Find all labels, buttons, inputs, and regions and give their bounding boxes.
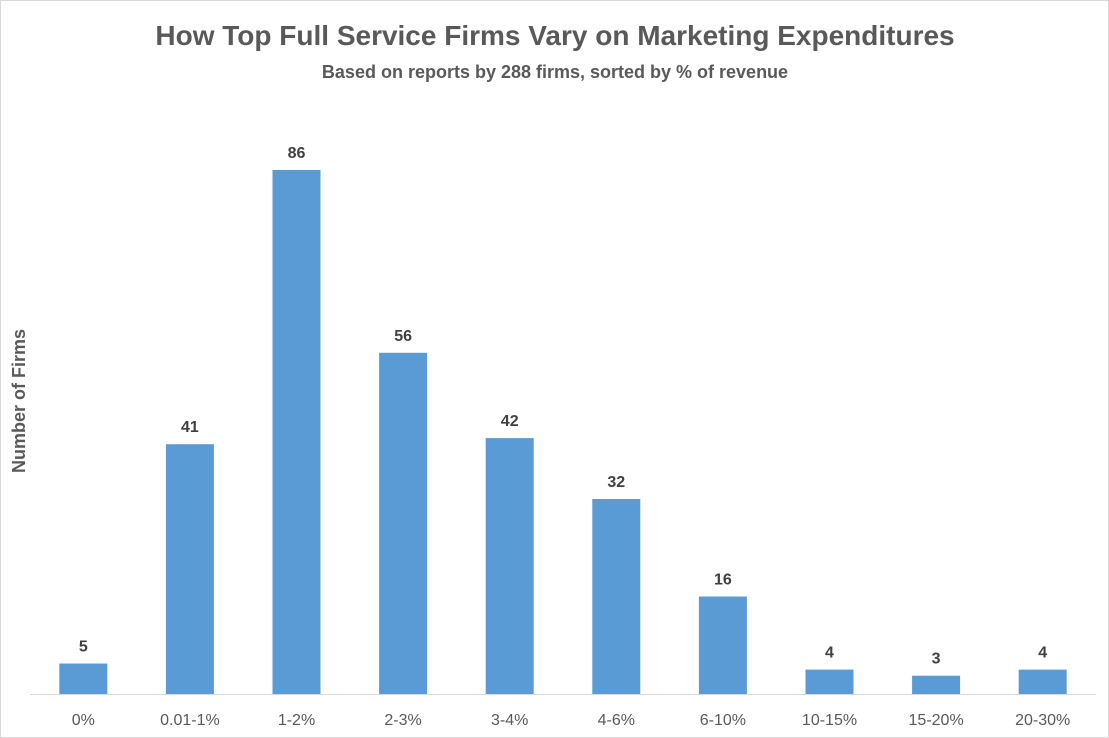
y-axis-label: Number of Firms [9, 329, 29, 473]
bar-1 [165, 444, 214, 694]
data-label: 16 [714, 572, 732, 589]
data-label: 4 [1038, 645, 1047, 662]
x-tick-label: 1-2% [278, 712, 315, 729]
bar-8 [912, 675, 961, 694]
x-tick-label: 10-15% [802, 712, 857, 729]
data-label: 3 [932, 651, 941, 668]
x-tick-label: 4-6% [598, 712, 635, 729]
x-tick-label: 2-3% [384, 712, 421, 729]
bar-7 [805, 669, 854, 694]
bar-5 [592, 499, 641, 694]
data-label: 56 [394, 328, 412, 345]
bar-3 [379, 352, 428, 694]
bar-9 [1018, 669, 1067, 694]
data-label: 4 [825, 645, 834, 662]
chart-title: How Top Full Service Firms Vary on Marke… [155, 20, 954, 51]
x-tick-label: 20-30% [1015, 712, 1070, 729]
data-label: 5 [79, 639, 88, 656]
data-label: 86 [288, 145, 306, 162]
bar-4 [485, 438, 534, 694]
chart-subtitle: Based on reports by 288 firms, sorted by… [322, 62, 788, 82]
bar-6 [698, 596, 747, 694]
data-label: 32 [607, 474, 625, 491]
bar-2 [272, 170, 321, 694]
x-tick-label: 3-4% [491, 712, 528, 729]
bar-0 [59, 663, 108, 694]
data-label: 41 [181, 419, 199, 436]
x-tick-label: 15-20% [909, 712, 964, 729]
data-label: 42 [501, 413, 519, 430]
x-tick-label: 0% [72, 712, 95, 729]
x-tick-label: 6-10% [700, 712, 746, 729]
x-tick-label: 0.01-1% [160, 712, 220, 729]
